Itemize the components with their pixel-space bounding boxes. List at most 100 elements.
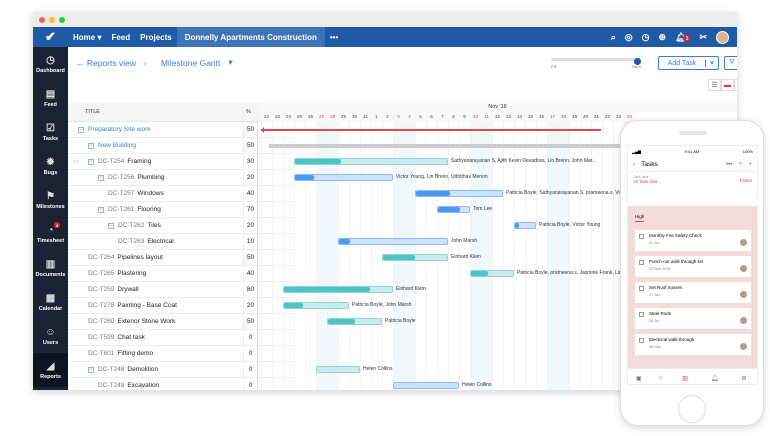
- task-bar[interactable]: [470, 270, 514, 277]
- tools-icon[interactable]: ✂: [699, 31, 707, 42]
- collapse-icon[interactable]: −: [108, 222, 114, 229]
- table-row[interactable]: − Preparatory Site work 50: [68, 121, 293, 138]
- nav-feed[interactable]: Feed: [111, 32, 131, 42]
- task-bar[interactable]: [327, 318, 382, 325]
- collapse-icon[interactable]: −: [78, 126, 84, 133]
- table-row[interactable]: DC-T264 Pipelines layout 50: [68, 249, 293, 266]
- comment-icon[interactable]: ▭: [73, 159, 79, 165]
- task-bar[interactable]: [514, 222, 536, 229]
- sidebar-item-bugs[interactable]: ✹ Bugs: [33, 149, 68, 183]
- chevron-down-icon[interactable]: ▾: [228, 57, 233, 67]
- report-selector[interactable]: Milestone Gantt: [160, 57, 221, 68]
- sidebar-item-users[interactable]: ☺ Users: [33, 319, 68, 353]
- mobile-tab-feed[interactable]: ▣Feed: [635, 369, 643, 384]
- mobile-task-card[interactable]: Monthly Fire Safety Check 31 Jul: [635, 230, 751, 251]
- table-row[interactable]: DC-T260 Exterior Stone Work 50: [68, 313, 293, 330]
- filters-button[interactable]: Filters: [739, 178, 752, 183]
- task-bar[interactable]: [294, 174, 393, 181]
- task-name[interactable]: New Building: [98, 142, 136, 149]
- table-row[interactable]: − DC-T248 Demolition 0: [68, 361, 293, 378]
- mobile-task-card[interactable]: Set Roof trusses 17 Jan: [635, 282, 751, 303]
- task-bar[interactable]: [338, 238, 448, 245]
- sidebar-item-milestones[interactable]: ⚑ Milestones: [33, 183, 68, 217]
- chart-view-icon[interactable]: ◩: [734, 79, 737, 91]
- table-row[interactable]: − DC-T256 Plumbing 20: [68, 169, 293, 186]
- nav-current-project[interactable]: Donnelly Apartments Construction: [176, 27, 325, 47]
- sidebar-item-reports[interactable]: ◢ Reports: [33, 353, 68, 387]
- table-row[interactable]: − New Building 50: [68, 137, 293, 154]
- sidebar-item-calendar[interactable]: ▦ Calendar: [33, 285, 68, 319]
- collapse-icon[interactable]: −: [98, 174, 104, 181]
- table-row[interactable]: DC-T257 Windows 40: [68, 185, 293, 202]
- back-icon[interactable]: ‹: [633, 160, 636, 168]
- nav-projects[interactable]: Projects: [140, 32, 172, 42]
- search-icon[interactable]: ⌕: [610, 31, 616, 42]
- task-bar[interactable]: [294, 158, 448, 165]
- task-name[interactable]: Preparatory Site work: [88, 126, 151, 133]
- table-row[interactable]: DC-T265 Plastering 40: [68, 265, 293, 282]
- add-task-button[interactable]: Add Task ▾: [658, 56, 719, 70]
- sidebar-item-documents[interactable]: ▥ Documents: [33, 251, 68, 285]
- mobile-task-card[interactable]: Steel Rods 26 Jul: [635, 308, 751, 329]
- task-checkbox[interactable]: [639, 286, 644, 291]
- nav-home[interactable]: Home ▾: [73, 32, 102, 42]
- task-list-selector[interactable]: All Task lists: [633, 179, 658, 184]
- table-row[interactable]: − DC-T254 Framing ▭ 30: [68, 153, 293, 170]
- task-bar[interactable]: [415, 190, 503, 197]
- summary-bar-preparatory[interactable]: [261, 129, 601, 131]
- task-bar[interactable]: [283, 302, 349, 309]
- collapse-icon[interactable]: −: [88, 158, 94, 165]
- priority-group-tab[interactable]: High: [635, 214, 645, 222]
- task-bar[interactable]: [316, 366, 360, 373]
- notification-icon[interactable]: 🔔︎1: [675, 32, 691, 43]
- add-icon[interactable]: ⊕: [658, 31, 667, 42]
- more-icon[interactable]: •••: [725, 160, 733, 168]
- gamepad-icon[interactable]: ◎: [624, 31, 633, 42]
- sidebar-item-dashboard[interactable]: ◷ Dashboard: [33, 47, 68, 81]
- nav-more[interactable]: •••: [329, 32, 339, 42]
- percent-column-header[interactable]: %: [246, 109, 251, 115]
- task-bar[interactable]: [437, 206, 470, 213]
- list-view-icon[interactable]: ☰: [708, 79, 721, 91]
- sidebar-item-timesheet[interactable]: ◔ Timesheet 3: [33, 217, 68, 251]
- table-row[interactable]: DC-T259 Drywall 80: [68, 281, 293, 298]
- collapse-icon[interactable]: −: [98, 206, 104, 213]
- search-icon[interactable]: ⌕: [738, 160, 743, 167]
- collapse-icon[interactable]: −: [88, 366, 94, 373]
- filter-button[interactable]: ⛛: [724, 56, 737, 70]
- table-row[interactable]: DC-T601 Fitting demo 0: [68, 345, 293, 362]
- user-avatar[interactable]: [716, 30, 729, 44]
- table-row[interactable]: − DC-T262 Tiles 20: [68, 217, 293, 234]
- table-row[interactable]: DC-T599 Chat task 0: [68, 329, 293, 346]
- title-column-header[interactable]: TITLE: [85, 109, 100, 115]
- task-checkbox[interactable]: [639, 338, 644, 343]
- task-checkbox[interactable]: [639, 234, 644, 239]
- task-bar[interactable]: [283, 286, 393, 293]
- mobile-task-card[interactable]: Electrical walk-through 08 Mar: [635, 334, 751, 355]
- close-dot[interactable]: [39, 16, 45, 23]
- maximize-dot[interactable]: [59, 16, 65, 23]
- table-row[interactable]: DC-T278 Painting - Base Coat 20: [68, 297, 293, 314]
- collapse-icon[interactable]: −: [88, 142, 94, 149]
- home-button[interactable]: [678, 395, 706, 423]
- task-checkbox[interactable]: [639, 312, 644, 317]
- minimize-dot[interactable]: [49, 16, 55, 23]
- table-row[interactable]: DC-T263 Electrical 10: [68, 233, 293, 250]
- zoom-slider[interactable]: FIT MAX: [551, 55, 641, 69]
- app-logo-icon[interactable]: ✔: [45, 29, 56, 44]
- table-row[interactable]: DC-T249 Excavation 0: [68, 377, 293, 390]
- task-checkbox[interactable]: [639, 260, 644, 265]
- mobile-task-card[interactable]: Punch-out walk through list 23 Mar 2018: [635, 256, 751, 277]
- task-bar[interactable]: [382, 254, 448, 261]
- mobile-tab-settings[interactable]: ⚙Settings: [737, 369, 750, 384]
- zoom-slider-handle[interactable]: [634, 58, 641, 65]
- sidebar-item-feed[interactable]: ▤ Feed: [33, 81, 68, 115]
- summary-bar-new-building[interactable]: [269, 144, 669, 148]
- add-icon[interactable]: +: [748, 160, 752, 168]
- mobile-tab-projects[interactable]: ▧Projects: [679, 369, 692, 384]
- task-bar[interactable]: [393, 382, 459, 389]
- sidebar-item-tasks[interactable]: ☑ Tasks: [33, 115, 68, 149]
- table-row[interactable]: − DC-T261 Flooring 70: [68, 201, 293, 218]
- mobile-tab-home[interactable]: ⌂Home: [656, 369, 666, 384]
- back-to-reports-link[interactable]: ← Reports view: [76, 57, 136, 68]
